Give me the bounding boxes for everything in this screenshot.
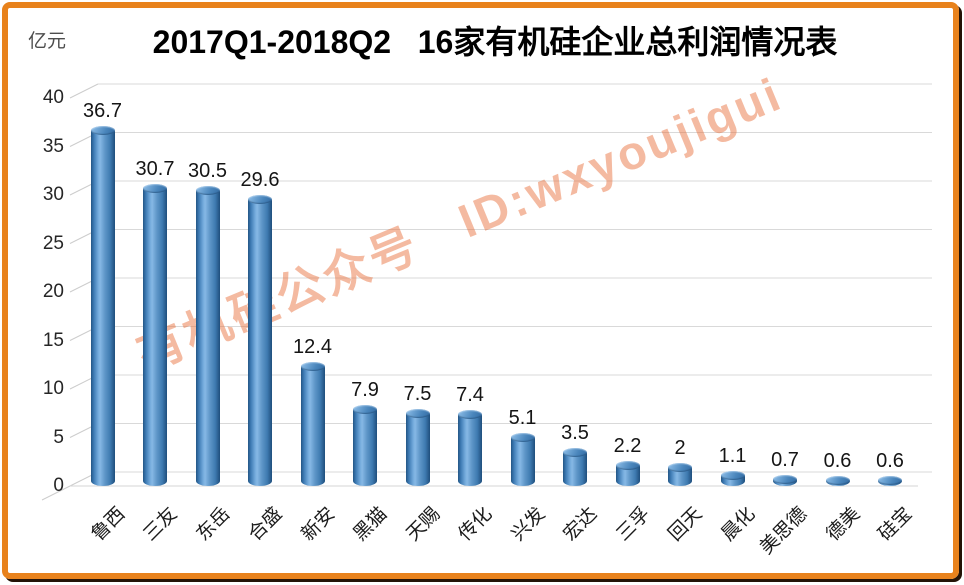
bar-value-label: 0.6	[876, 450, 904, 473]
y-axis-tick-label: 25	[42, 232, 64, 254]
bar-value-label: 7.5	[403, 383, 432, 406]
bar-value-label: 2	[674, 436, 686, 459]
bar-value-label: 0.6	[823, 450, 852, 473]
cylinder-bar	[195, 186, 220, 486]
bar-value-label: 29.6	[240, 168, 280, 191]
cylinder-bar	[248, 194, 272, 486]
y-axis-tick-label: 35	[42, 135, 64, 157]
bar-value-label: 7.4	[456, 384, 484, 407]
bar-value-label: 30.7	[135, 158, 175, 181]
y-axis-tick-label: 30	[42, 184, 64, 205]
y-axis-tick-label: 20	[42, 281, 64, 302]
cylinder-bar	[668, 462, 692, 486]
gridline	[69, 83, 99, 99]
cylinder-bar	[615, 460, 640, 486]
cylinder-bar	[300, 361, 325, 486]
bar-value-label: 36.7	[83, 100, 122, 122]
bar-value-label: 2.2	[613, 434, 642, 457]
bar-value-label: 7.9	[351, 379, 379, 402]
y-axis-tick-label: 15	[42, 329, 64, 351]
y-axis-tick-label: 10	[42, 378, 64, 399]
cylinder-bar	[878, 476, 902, 486]
y-axis-tick-label: 40	[42, 87, 64, 108]
cylinder-bar	[720, 471, 745, 486]
cylinder-bar	[563, 448, 587, 486]
bar-value-label: 3.5	[561, 422, 589, 445]
cylinder-bar	[405, 409, 430, 486]
chart-title: 2017Q1-2018Q2 16家有机硅企业总利润情况表	[152, 24, 838, 60]
cylinder-bar	[510, 432, 535, 486]
cylinder-bar	[458, 410, 482, 486]
gridline	[41, 485, 71, 501]
cylinder-bar	[353, 405, 377, 486]
bar-value-label: 12.4	[293, 335, 332, 358]
bar-value-label: 1.1	[718, 445, 747, 468]
cylinder-bar	[90, 126, 115, 486]
y-axis-unit-label: 亿元	[28, 31, 67, 52]
cylinder-bar	[825, 476, 850, 486]
cylinder-bar	[143, 184, 167, 486]
y-axis-tick-label: 0	[53, 475, 64, 496]
bar-value-label: 0.7	[771, 449, 799, 472]
bar-value-label: 30.5	[188, 160, 227, 183]
cylinder-bar	[773, 475, 797, 486]
y-axis-tick-label: 5	[53, 426, 64, 448]
bar-value-label: 5.1	[508, 406, 537, 429]
